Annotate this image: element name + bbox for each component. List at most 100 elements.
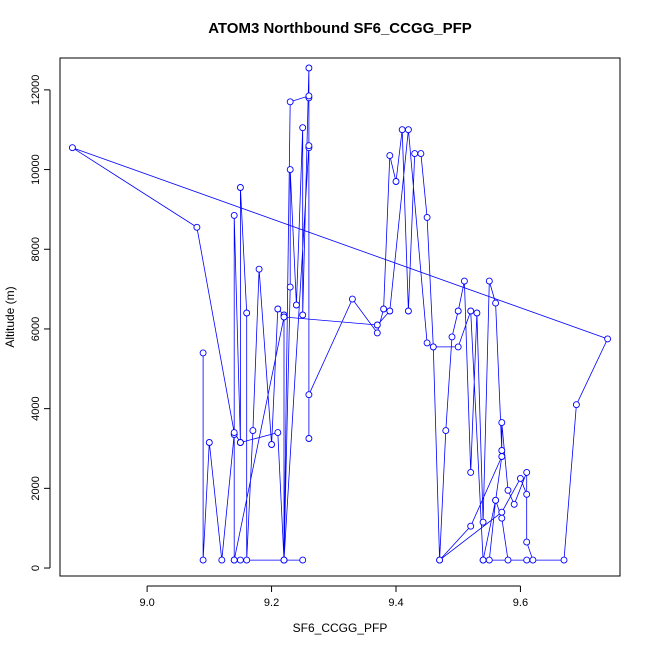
data-point bbox=[560, 556, 568, 564]
data-point bbox=[479, 556, 487, 564]
y-tick-label: 6000 bbox=[30, 317, 42, 341]
data-point bbox=[218, 556, 226, 564]
data-point bbox=[386, 307, 394, 315]
x-tick-label: 9.6 bbox=[513, 597, 528, 609]
data-point bbox=[436, 556, 444, 564]
y-tick-label: 8000 bbox=[30, 237, 42, 261]
data-point bbox=[230, 211, 238, 219]
y-tick-label: 10000 bbox=[30, 154, 42, 185]
data-point bbox=[68, 144, 76, 152]
data-point bbox=[380, 305, 388, 313]
data-point bbox=[404, 307, 412, 315]
data-point bbox=[473, 309, 481, 317]
data-point bbox=[504, 486, 512, 494]
series-points bbox=[68, 64, 612, 564]
data-point bbox=[460, 277, 468, 285]
data-point bbox=[498, 447, 506, 454]
data-point bbox=[243, 556, 251, 564]
data-point bbox=[249, 427, 257, 435]
data-point bbox=[448, 333, 456, 341]
data-point bbox=[467, 307, 475, 315]
data-point bbox=[373, 329, 381, 337]
data-point bbox=[523, 556, 531, 564]
x-axis-label: SF6_CCGG_PFP bbox=[293, 621, 388, 635]
data-point bbox=[243, 309, 251, 317]
data-point bbox=[485, 556, 493, 564]
data-point bbox=[193, 223, 201, 231]
x-tick-label: 9.4 bbox=[388, 597, 403, 609]
y-tick-label: 2000 bbox=[30, 476, 42, 500]
data-point bbox=[299, 124, 307, 132]
data-point bbox=[286, 98, 294, 106]
plot-frame bbox=[59, 57, 621, 577]
data-point bbox=[199, 349, 207, 357]
y-axis: 0 2000 4000 6000 8000 10000 12000 bbox=[30, 75, 51, 571]
data-point bbox=[442, 427, 450, 435]
data-point bbox=[504, 556, 512, 564]
data-point bbox=[236, 556, 244, 564]
y-tick-label: 0 bbox=[30, 565, 42, 571]
x-tick-label: 9.2 bbox=[264, 597, 279, 609]
data-point bbox=[305, 92, 313, 100]
data-point bbox=[467, 522, 475, 530]
data-point bbox=[299, 311, 307, 319]
data-point bbox=[274, 429, 282, 437]
data-point bbox=[523, 490, 531, 498]
y-tick-label: 12000 bbox=[30, 75, 42, 106]
data-point bbox=[386, 152, 394, 160]
data-point bbox=[429, 343, 437, 351]
data-point bbox=[523, 468, 531, 476]
data-point bbox=[280, 313, 288, 321]
data-point bbox=[230, 556, 238, 564]
data-point bbox=[398, 126, 406, 134]
data-point bbox=[373, 321, 381, 329]
data-point bbox=[305, 391, 313, 399]
data-point bbox=[305, 435, 313, 442]
data-point bbox=[510, 500, 518, 508]
x-tick-label: 9.0 bbox=[139, 597, 154, 609]
data-point bbox=[236, 439, 244, 446]
data-point bbox=[404, 126, 412, 134]
data-point bbox=[230, 429, 238, 437]
data-point bbox=[423, 213, 431, 221]
data-point bbox=[236, 184, 244, 191]
data-point bbox=[485, 277, 493, 285]
data-point bbox=[529, 556, 537, 564]
data-point bbox=[392, 178, 400, 185]
data-point bbox=[411, 150, 419, 158]
data-point bbox=[299, 556, 307, 564]
series-line bbox=[72, 67, 609, 561]
data-point bbox=[572, 401, 580, 409]
y-axis-label: Altitude (m) bbox=[3, 286, 17, 347]
data-point bbox=[492, 496, 500, 504]
data-point bbox=[492, 299, 500, 307]
data-point bbox=[205, 439, 213, 446]
data-point bbox=[423, 339, 431, 347]
data-point bbox=[498, 419, 506, 427]
data-point bbox=[199, 556, 207, 564]
data-point bbox=[604, 335, 612, 343]
data-point bbox=[516, 474, 524, 482]
x-axis: 9.0 9.2 9.4 9.6 bbox=[139, 585, 528, 609]
data-point bbox=[292, 301, 300, 309]
data-point bbox=[454, 307, 462, 315]
data-point bbox=[286, 166, 294, 174]
series-lines bbox=[72, 67, 609, 561]
data-point bbox=[255, 265, 263, 273]
data-point bbox=[286, 283, 294, 291]
data-point bbox=[280, 556, 288, 564]
data-point bbox=[523, 538, 531, 546]
data-point bbox=[348, 295, 356, 303]
data-point bbox=[498, 514, 506, 522]
y-tick-label: 4000 bbox=[30, 396, 42, 420]
chart-title: ATOM3 Northbound SF6_CCGG_PFP bbox=[208, 20, 472, 37]
data-point bbox=[479, 518, 487, 526]
data-point bbox=[305, 142, 313, 150]
data-point bbox=[498, 508, 506, 516]
data-point bbox=[274, 305, 282, 313]
data-point bbox=[268, 441, 276, 448]
data-point bbox=[454, 343, 462, 351]
data-point bbox=[305, 64, 313, 72]
data-point bbox=[498, 453, 506, 460]
